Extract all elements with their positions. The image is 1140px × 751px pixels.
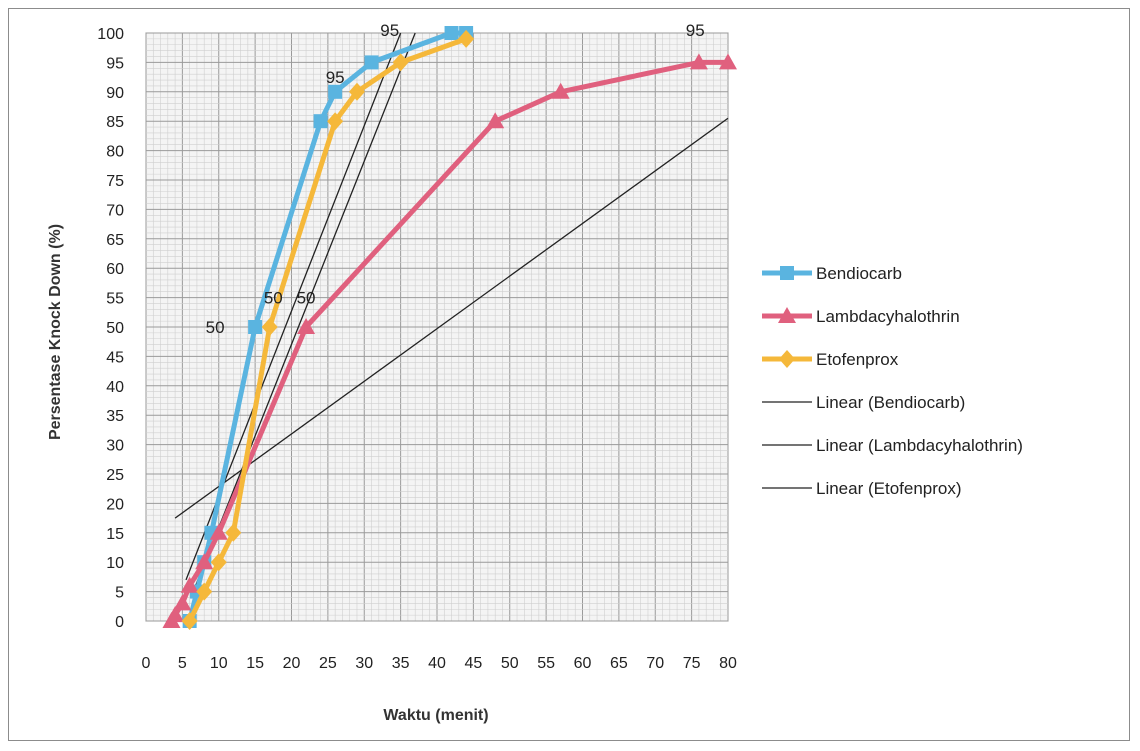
data-point (173, 594, 192, 611)
legend-label: Linear (Bendiocarb) (816, 393, 965, 412)
y-tick-label: 95 (106, 55, 124, 72)
y-tick-label: 55 (106, 291, 124, 308)
data-point (348, 82, 365, 101)
data-series (162, 26, 737, 630)
data-point (719, 53, 737, 70)
legend-swatch-marker (778, 307, 796, 323)
x-tick-label: 60 (574, 655, 592, 672)
data-point (195, 553, 214, 570)
legend-label: Bendiocarb (816, 264, 902, 283)
data-point (261, 318, 278, 336)
y-tick-label: 65 (106, 232, 124, 249)
data-point (444, 26, 459, 40)
legend: Bendiocarb Lambdacyhalothrin Etofenprox Lin… (762, 264, 1023, 498)
x-tick-label: 40 (428, 655, 446, 672)
y-tick-label: 25 (106, 467, 124, 484)
x-tick-label: 55 (537, 655, 555, 672)
data-point (458, 29, 475, 48)
y-tick-label: 0 (115, 614, 124, 631)
x-tick-label: 75 (683, 655, 701, 672)
data-point (180, 576, 199, 593)
trendline (174, 117, 729, 519)
y-tick-label: 75 (106, 173, 124, 190)
y-tick-labels: 0 5 10 15 20 25 30 35 40 45 50 55 60 65 70 75 80 85 90 95 10… (97, 26, 124, 631)
data-point (328, 84, 343, 99)
y-tick-label: 15 (106, 526, 124, 543)
y-tick-label: 80 (106, 144, 124, 161)
x-tick-label: 0 (142, 655, 151, 672)
data-label: 95 (380, 21, 399, 40)
data-annotations: 50 50 50 95 95 95 (206, 21, 705, 337)
data-label: 50 (297, 289, 316, 308)
data-point (209, 523, 228, 540)
y-tick-label: 10 (106, 555, 124, 572)
data-point (181, 612, 198, 630)
y-tick-label: 5 (115, 585, 124, 602)
y-axis-title: Persentase Knock Down (%) (47, 224, 64, 440)
y-tick-label: 100 (97, 26, 124, 43)
data-point (689, 53, 708, 70)
data-point (248, 320, 263, 334)
series-line (187, 30, 469, 624)
data-point (313, 114, 328, 129)
x-tick-label: 20 (283, 655, 301, 672)
y-tick-label: 45 (106, 349, 124, 366)
legend-label: Lambdacyhalothrin (816, 307, 960, 326)
data-label: 95 (686, 21, 705, 40)
x-tick-label: 10 (210, 655, 228, 672)
y-tick-label: 50 (106, 320, 124, 337)
y-tick-label: 30 (106, 438, 124, 455)
legend-swatch-marker (780, 266, 794, 280)
data-point (225, 523, 242, 542)
data-point (392, 53, 409, 72)
data-point (486, 112, 505, 129)
x-tick-labels: 0 5 10 15 20 25 30 35 40 45 50 55 60 65 70 75 80 (142, 655, 737, 672)
x-tick-label: 35 (392, 655, 410, 672)
trendline (192, 32, 416, 592)
y-tick-label: 35 (106, 408, 124, 425)
y-tick-label: 70 (106, 202, 124, 219)
x-tick-label: 15 (246, 655, 264, 672)
x-tick-label: 30 (355, 655, 373, 672)
y-tick-label: 85 (106, 114, 124, 131)
data-point (327, 112, 344, 131)
x-tick-label: 80 (719, 655, 737, 672)
data-point (551, 82, 570, 99)
x-tick-label: 5 (178, 655, 187, 672)
data-point (364, 55, 379, 70)
x-tick-label: 45 (464, 655, 482, 672)
x-tick-label: 50 (501, 655, 519, 672)
x-tick-label: 70 (646, 655, 664, 672)
x-axis-title: Waktu (menit) (383, 707, 488, 724)
legend-label: Linear (Lambdacyhalothrin) (816, 436, 1023, 455)
y-tick-label: 40 (106, 379, 124, 396)
legend-label: Etofenprox (816, 350, 899, 369)
data-point (196, 582, 213, 601)
legend-label: Linear (Etofenprox) (816, 479, 962, 498)
x-tick-label: 25 (319, 655, 337, 672)
gridlines (145, 32, 729, 622)
x-tick-label: 65 (610, 655, 628, 672)
legend-swatch-marker (779, 350, 795, 368)
y-tick-label: 20 (106, 496, 124, 513)
data-label: 95 (326, 68, 345, 87)
data-label: 50 (206, 318, 225, 337)
data-label: 50 (264, 289, 283, 308)
data-point (166, 606, 185, 623)
y-tick-label: 60 (106, 261, 124, 278)
data-point (210, 553, 227, 572)
y-tick-label: 90 (106, 85, 124, 102)
data-point (297, 318, 316, 334)
